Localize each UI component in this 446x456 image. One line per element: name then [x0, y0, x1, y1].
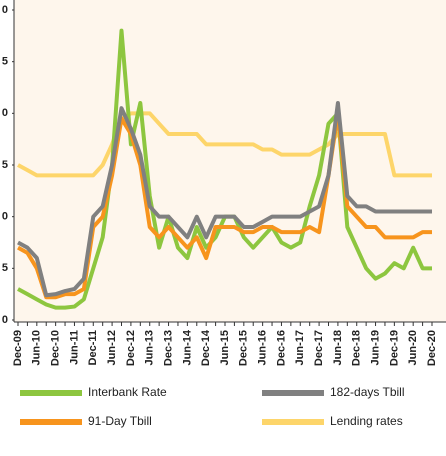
- x-tick-label: Jun-10: [31, 330, 43, 365]
- x-tick-label: Dec-18: [351, 330, 363, 366]
- legend-label: 91-Day Tbill: [88, 414, 152, 428]
- x-tick-label: Dec-15: [238, 330, 250, 366]
- y-tick-label: 0: [2, 4, 8, 16]
- x-tick-label: Dec-10: [50, 330, 62, 366]
- x-tick-label: Jun-13: [144, 330, 156, 365]
- legend-label: Interbank Rate: [88, 385, 167, 399]
- x-tick-label: Jun-19: [369, 330, 381, 365]
- x-tick-label: Jun-12: [106, 330, 118, 365]
- y-tick-label: 5: [2, 56, 8, 68]
- x-tick-label: Dec-20: [426, 330, 438, 366]
- x-tick-label: Jun-20: [407, 330, 419, 365]
- y-tick-label: 5: [2, 262, 8, 274]
- y-tick-label: 5: [2, 159, 8, 171]
- x-tick-label: Dec-11: [87, 330, 99, 365]
- series-line: [17, 111, 432, 178]
- x-tick-label: Dec-09: [12, 330, 24, 366]
- x-tick-label: Jun-15: [219, 330, 231, 365]
- series-line: [17, 101, 432, 298]
- legend-label: 182-days Tbill: [330, 385, 404, 399]
- x-tick-label: Jun-18: [332, 330, 344, 365]
- x-tick-label: Dec-19: [388, 330, 400, 366]
- x-tick-label: Jun-16: [257, 330, 269, 365]
- legend-label: Lending rates: [330, 414, 403, 428]
- x-tick-label: Dec-12: [125, 330, 137, 366]
- y-tick-label: 0: [2, 211, 8, 223]
- x-tick-label: Dec-13: [162, 330, 174, 366]
- x-tick-label: Jun-14: [181, 329, 193, 365]
- x-tick-label: Dec-16: [275, 330, 287, 366]
- x-tick-label: Jun-11: [68, 330, 80, 365]
- x-tick-label: Dec-17: [313, 330, 325, 366]
- y-tick-label: 0: [2, 107, 8, 119]
- x-tick-label: Dec-14: [200, 329, 212, 366]
- x-tick-label: Jun-17: [294, 330, 306, 365]
- y-tick-label: 0: [2, 314, 8, 326]
